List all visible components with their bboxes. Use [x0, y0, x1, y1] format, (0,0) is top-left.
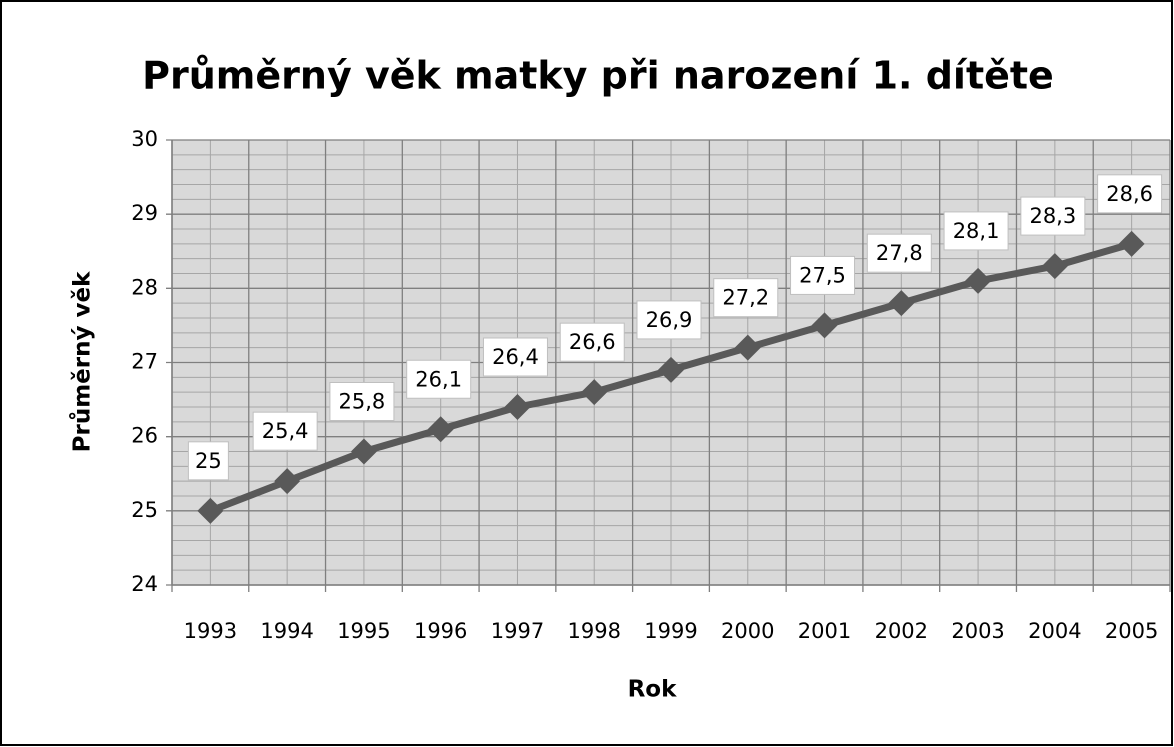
marker: [427, 416, 454, 443]
x-tick-label: 1999: [644, 619, 697, 643]
x-tick-label: 1995: [337, 619, 390, 643]
marker: [350, 438, 377, 465]
data-label: 28,6: [1106, 182, 1153, 206]
y-tick-label: 30: [131, 127, 158, 151]
data-label-box: [482, 337, 548, 377]
data-label: 26,6: [569, 330, 616, 354]
marker: [734, 334, 761, 361]
data-label: 26,9: [646, 308, 693, 332]
x-tick-label: 2004: [1028, 619, 1081, 643]
x-axis-label: Rok: [628, 677, 678, 703]
x-tick-label: 1998: [568, 619, 621, 643]
x-tick-label: 1993: [184, 619, 237, 643]
data-label-box: [406, 359, 472, 399]
data-label-box: [790, 255, 856, 295]
chart-title: Průměrný věk matky při narození 1. dítět…: [142, 54, 1054, 98]
x-tick-label: 1996: [414, 619, 467, 643]
data-label: 26,1: [415, 367, 462, 391]
y-tick-label: 26: [131, 424, 158, 448]
data-label: 25,4: [262, 419, 309, 443]
y-tick-label: 29: [131, 201, 158, 225]
x-tick-label: 2003: [951, 619, 1004, 643]
x-tick-label: 1994: [260, 619, 313, 643]
data-label-box: [943, 211, 1009, 251]
y-tick-label: 28: [131, 275, 158, 299]
data-label: 27,2: [722, 286, 769, 310]
data-label: 28,3: [1029, 204, 1076, 228]
y-tick-label: 24: [131, 572, 158, 596]
data-label: 26,4: [492, 345, 539, 369]
x-tick-label: 2001: [798, 619, 851, 643]
marker: [1118, 230, 1145, 257]
data-label-box: [187, 441, 229, 481]
y-tick-label: 27: [131, 350, 158, 374]
marker: [811, 312, 838, 339]
marker: [1041, 253, 1068, 280]
data-label: 25,8: [339, 390, 386, 414]
marker: [581, 379, 608, 406]
data-label: 27,8: [876, 241, 923, 265]
x-tick-label: 2005: [1105, 619, 1158, 643]
marker: [197, 497, 224, 524]
data-label-box: [559, 322, 625, 362]
marker: [965, 267, 992, 294]
data-label-box: [866, 233, 932, 273]
x-tick-label: 1997: [491, 619, 544, 643]
data-label-box: [636, 300, 702, 340]
x-tick-label: 2002: [875, 619, 928, 643]
data-label: 27,5: [799, 263, 846, 287]
marker: [504, 394, 531, 420]
data-label-box: [252, 411, 318, 451]
data-label-box: [1097, 174, 1163, 214]
data-label-box: [329, 382, 395, 421]
marker: [658, 356, 684, 383]
data-label: 25: [195, 449, 222, 473]
data-label-box: [713, 278, 779, 318]
marker: [274, 468, 301, 495]
y-axis-label: Průměrný věk: [69, 271, 96, 452]
marker: [888, 290, 915, 317]
x-tick-label: 2000: [721, 619, 774, 643]
data-label-box: [1020, 196, 1086, 236]
y-tick-label: 25: [131, 498, 158, 522]
data-label: 28,1: [953, 219, 1000, 243]
